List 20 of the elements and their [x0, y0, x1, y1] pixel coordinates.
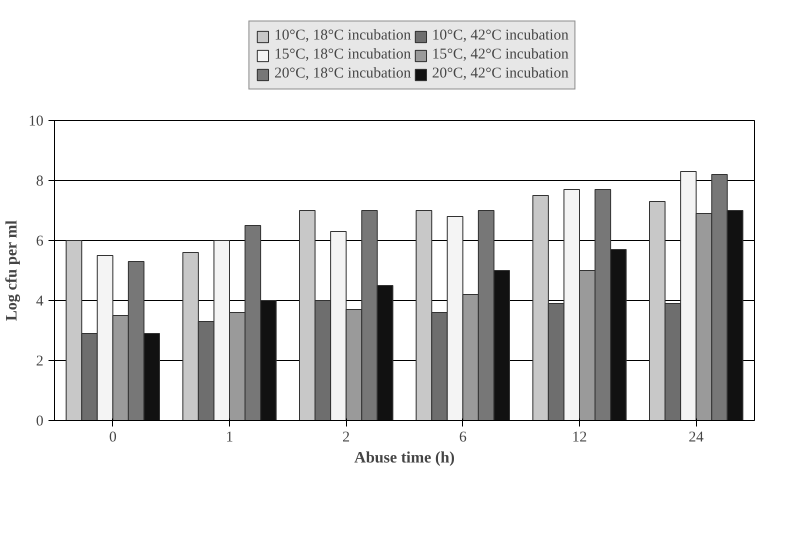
y-tick-label: 2: [36, 354, 44, 370]
y-tick-label: 6: [36, 234, 44, 250]
x-tick-label: 2: [342, 430, 350, 446]
legend-label: 20°C, 18°C incubation: [274, 66, 411, 82]
y-axis-title: Log cfu per ml: [4, 220, 20, 321]
legend-label: 20°C, 42°C incubation: [432, 66, 569, 82]
legend-label: 15°C, 42°C incubation: [432, 46, 569, 64]
x-tick-label: 24: [688, 430, 704, 446]
y-tick-label: 4: [36, 294, 44, 310]
legend-label: 15°C, 18°C incubation: [274, 46, 411, 64]
y-tick-label: 10: [28, 114, 44, 130]
x-axis-title: Abuse time (h): [354, 450, 455, 466]
legend-label: 10°C, 18°C incubation: [274, 28, 411, 44]
x-tick-label: 6: [459, 430, 468, 446]
y-tick-label: 8: [36, 174, 44, 190]
y-tick-label: 0: [36, 414, 44, 430]
legend-label: 10°C, 42°C incubation: [432, 28, 569, 44]
x-tick-label: 1: [226, 430, 234, 446]
x-tick-label: 12: [572, 430, 587, 446]
x-tick-label: 0: [109, 430, 117, 446]
